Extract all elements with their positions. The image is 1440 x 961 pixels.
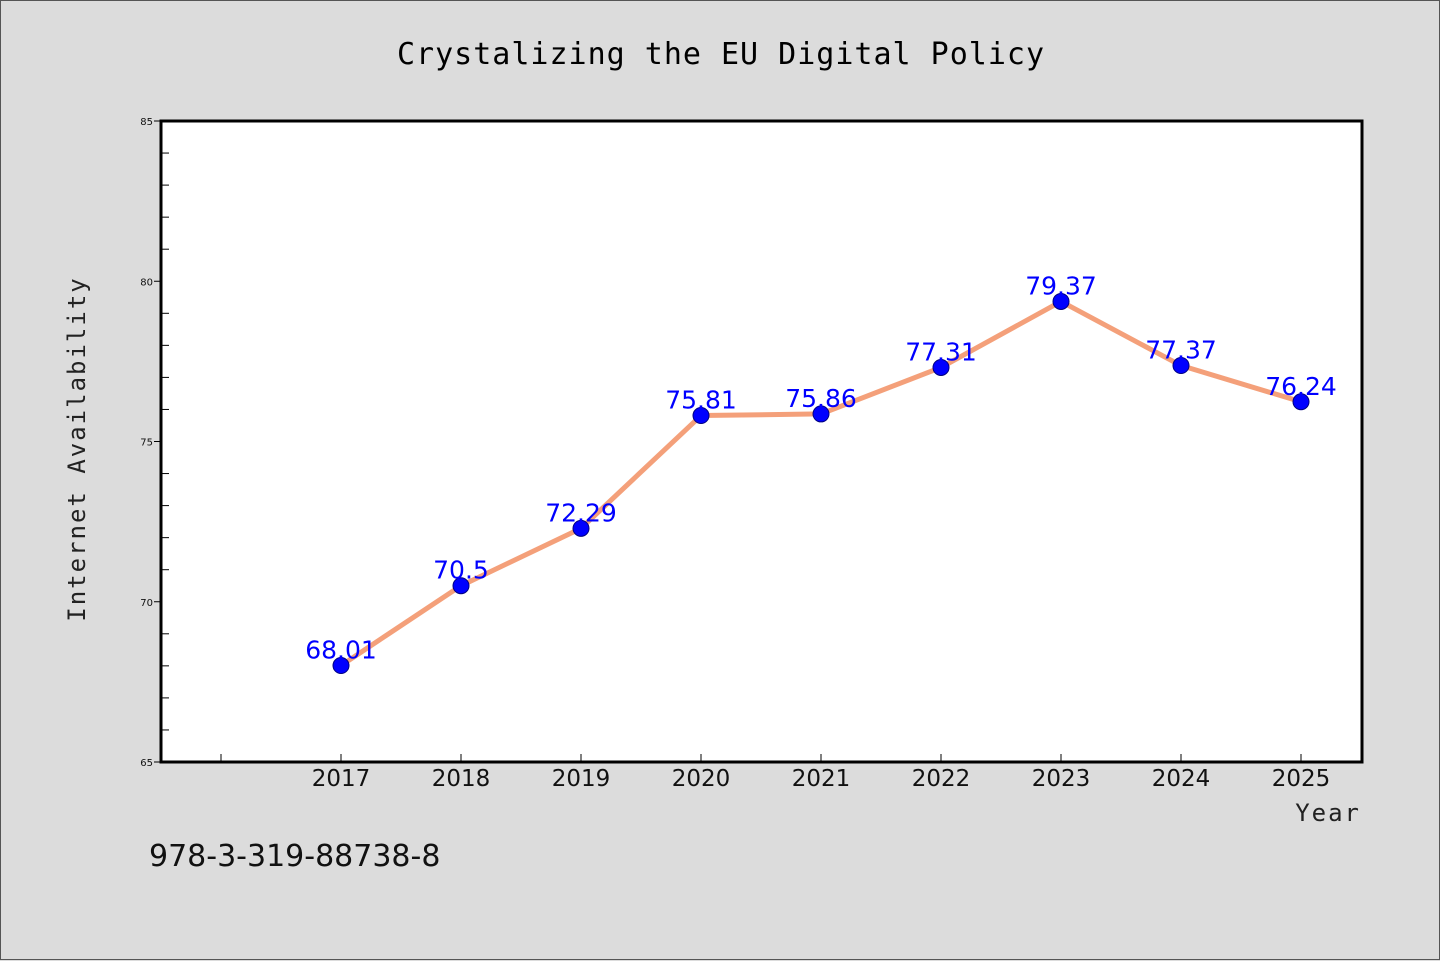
data-label: 70.5 bbox=[433, 556, 489, 585]
data-label: 75.86 bbox=[785, 384, 857, 413]
data-label: 77.37 bbox=[1145, 336, 1217, 365]
data-label: 79.37 bbox=[1025, 271, 1097, 300]
data-label: 68.01 bbox=[305, 636, 377, 665]
data-point bbox=[1052, 292, 1070, 310]
y-tick-label: 75 bbox=[140, 438, 153, 449]
x-tick-label: 2024 bbox=[1152, 766, 1211, 792]
data-point bbox=[572, 519, 590, 537]
x-axis-label: Year bbox=[1295, 799, 1361, 827]
x-tick-label: 2025 bbox=[1272, 766, 1331, 792]
x-tick-label: 2022 bbox=[912, 766, 971, 792]
data-label: 76.24 bbox=[1265, 372, 1337, 401]
data-point bbox=[452, 577, 470, 595]
data-point bbox=[1292, 393, 1310, 411]
x-axis: 2017 2018 2019 2020 2021 2022 2023 2024 2025 bbox=[220, 754, 1331, 792]
chart-title: Crystalizing the EU Digital Policy bbox=[397, 37, 1045, 72]
y-axis: 65 70 75 80 85 bbox=[140, 117, 169, 769]
x-tick-label: 2023 bbox=[1032, 766, 1091, 792]
x-tick-label: 2019 bbox=[552, 766, 611, 792]
x-tick-label: 2017 bbox=[312, 766, 371, 792]
y-tick-label: 65 bbox=[140, 758, 153, 769]
y-tick-label: 80 bbox=[140, 277, 153, 288]
isbn-text: 978-3-319-88738-8 bbox=[149, 839, 440, 874]
x-tick-label: 2021 bbox=[792, 766, 851, 792]
data-label: 75.81 bbox=[665, 386, 737, 415]
data-point bbox=[1172, 357, 1190, 375]
plot-area bbox=[159, 119, 1364, 764]
data-label: 72.29 bbox=[545, 498, 617, 527]
data-point bbox=[932, 358, 950, 376]
data-point bbox=[332, 657, 350, 675]
data-point bbox=[812, 405, 830, 423]
y-tick-label: 85 bbox=[140, 117, 153, 128]
x-tick-label: 2020 bbox=[672, 766, 731, 792]
data-point bbox=[692, 407, 710, 425]
series-group: 68.01 70.5 72.29 75.81 75.86 77.31 79.37 77.37 7… bbox=[305, 271, 1337, 675]
y-axis-label: Internet Availability bbox=[63, 276, 91, 621]
data-label: 77.31 bbox=[905, 337, 977, 366]
y-tick-label: 70 bbox=[140, 598, 153, 609]
x-tick-label: 2018 bbox=[432, 766, 491, 792]
